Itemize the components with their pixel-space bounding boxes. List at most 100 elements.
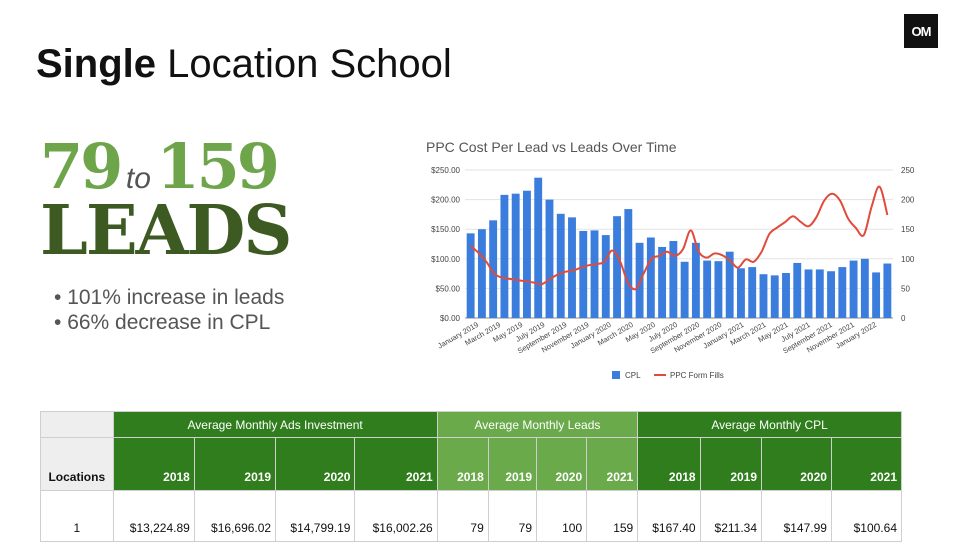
y-right-tick-label: 0 <box>901 314 906 323</box>
leads-to: 159 <box>156 130 279 203</box>
page-title-bold: Single <box>36 42 157 86</box>
year-header: 2021 <box>354 437 438 491</box>
cpl-bar <box>838 267 847 318</box>
cpl-bar <box>635 242 644 318</box>
cpl-bar <box>691 242 700 318</box>
investment-cell: $16,696.02 <box>193 490 277 542</box>
leads-cell: 100 <box>536 490 588 542</box>
cpl-bar <box>489 220 498 318</box>
x-tick-label: May 2019 <box>491 320 524 344</box>
summary-table: Average Monthly Ads Investment Average M… <box>40 411 903 542</box>
y-left-tick-label: $100.00 <box>431 255 460 264</box>
y-left-tick-label: $200.00 <box>431 196 460 205</box>
x-tick-label: November 2021 <box>805 320 856 354</box>
leads-cell: 159 <box>586 490 639 542</box>
year-header: 2020 <box>761 437 832 491</box>
page-title-rest: Location School <box>167 42 452 86</box>
cpl-bar <box>860 258 869 318</box>
group-header-leads: Average Monthly Leads <box>436 411 639 438</box>
group-header-investment: Average Monthly Ads Investment <box>112 411 438 438</box>
y-left-tick-label: $150.00 <box>431 225 460 234</box>
form-fills-line <box>469 185 889 291</box>
cpl-cell: $100.64 <box>830 490 903 542</box>
legend-cpl-label: CPL <box>625 371 641 380</box>
cpl-cell: $147.99 <box>761 490 832 542</box>
chart-title: PPC Cost Per Lead vs Leads Over Time <box>426 139 677 155</box>
leads-to-word: to <box>125 162 151 195</box>
x-tick-label: September 2019 <box>516 320 569 356</box>
group-header-cpl: Average Monthly CPL <box>637 411 902 438</box>
legend-cpl-swatch <box>612 371 620 379</box>
bullet-item: • 66% decrease in CPL <box>54 311 271 334</box>
om-logo: OM <box>904 14 938 48</box>
cpl-cell: $167.40 <box>637 490 701 542</box>
cpl-bar <box>601 235 610 318</box>
cpl-bar <box>815 269 824 318</box>
y-left-tick-label: $250.00 <box>431 166 460 175</box>
year-header: 2021 <box>830 437 903 491</box>
x-tick-label: July 2019 <box>514 320 546 344</box>
year-header: 2018 <box>637 437 701 491</box>
cpl-bar <box>477 229 486 318</box>
cpl-bar <box>872 272 881 318</box>
x-tick-label: January 2020 <box>569 320 613 351</box>
cpl-bar <box>849 260 858 318</box>
investment-cell: $14,799.19 <box>275 490 356 542</box>
y-left-tick-label: $50.00 <box>436 284 461 293</box>
cpl-bar <box>511 193 520 318</box>
cpl-bar <box>804 269 813 318</box>
cpl-bar <box>579 230 588 318</box>
y-right-tick-label: 50 <box>901 284 910 293</box>
table-row: 1 $13,224.89 $16,696.02 $14,799.19 $16,0… <box>40 490 903 542</box>
year-header: 2019 <box>699 437 763 491</box>
y-right-tick-label: 100 <box>901 255 915 264</box>
page-title: Single Location School <box>36 40 452 88</box>
y-right-tick-label: 200 <box>901 196 915 205</box>
year-header: 2020 <box>536 437 588 491</box>
year-header: 2020 <box>275 437 356 491</box>
x-tick-label: September 2020 <box>649 320 702 356</box>
cpl-bar <box>782 273 790 318</box>
cpl-bar <box>556 213 565 318</box>
leads-from: 79 <box>40 130 123 203</box>
x-tick-label: May 2021 <box>757 320 790 344</box>
locations-header: Locations <box>40 437 114 491</box>
cpl-bar <box>770 275 779 318</box>
bullet-list: • 101% increase in leads • 66% decrease … <box>54 285 284 335</box>
investment-cell: $13,224.89 <box>112 490 195 542</box>
x-tick-label: January 2022 <box>834 320 878 351</box>
y-left-tick-label: $0.00 <box>440 314 461 323</box>
x-tick-label: November 2019 <box>540 320 591 354</box>
cpl-bar <box>827 271 835 318</box>
investment-cell: $16,002.26 <box>354 490 438 542</box>
x-tick-label: May 2020 <box>624 320 657 344</box>
bullet-item: • 101% increase in leads <box>54 286 285 309</box>
x-tick-label: November 2020 <box>672 320 723 354</box>
cpl-bar <box>669 241 678 318</box>
cpl-bar <box>523 190 531 318</box>
x-tick-label: January 2019 <box>436 320 480 351</box>
x-tick-label: January 2021 <box>701 320 745 351</box>
year-header: 2021 <box>586 437 639 491</box>
cpl-bar <box>680 261 689 318</box>
x-tick-label: March 2021 <box>729 320 768 348</box>
cpl-bar <box>703 260 712 318</box>
cpl-bar <box>534 177 543 318</box>
year-header: 2019 <box>193 437 277 491</box>
cpl-bar <box>793 262 802 318</box>
cpl-cell: $211.34 <box>699 490 763 542</box>
x-tick-label: September 2021 <box>781 320 834 356</box>
leads-range: 79 to 159 <box>40 130 280 203</box>
legend-fills-label: PPC Form Fills <box>670 371 724 380</box>
cpl-bar <box>737 268 745 318</box>
cpl-bar <box>759 274 768 318</box>
x-tick-label: July 2021 <box>779 320 811 344</box>
year-header: 2018 <box>112 437 195 491</box>
cpl-bar <box>714 261 723 318</box>
cpl-bar <box>568 217 576 318</box>
cpl-bar <box>590 230 599 318</box>
location-cell: 1 <box>40 490 114 542</box>
leads-word: LEADS <box>40 191 292 271</box>
y-right-tick-label: 150 <box>901 225 915 234</box>
cpl-bar <box>624 209 633 318</box>
